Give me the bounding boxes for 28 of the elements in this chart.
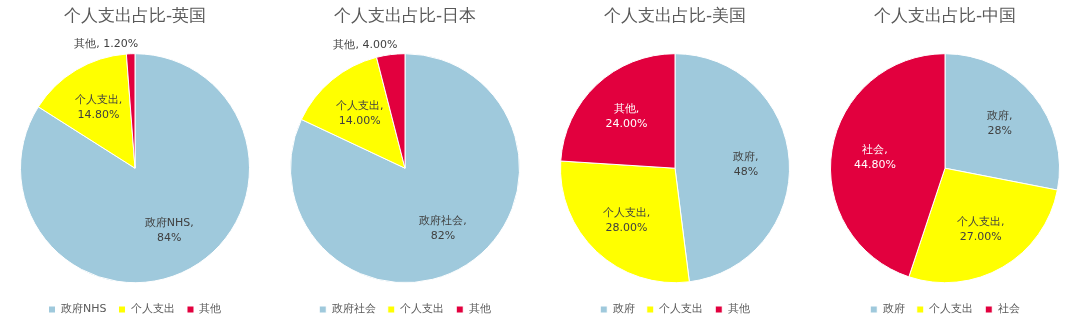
legend-label: 政府社会 <box>331 302 376 316</box>
legend-label: 个人支出 <box>929 302 974 316</box>
data-label: 社会, 44.80% <box>853 142 896 171</box>
data-label: 个人支出, 28.00% <box>602 205 651 234</box>
legend-label: 个人支出 <box>130 302 175 316</box>
chart-title: 个人支出占比-美国 <box>603 4 747 25</box>
data-label: 政府, 28% <box>987 108 1013 137</box>
data-label: 个人支出, 14.80% <box>74 93 123 122</box>
legend-label: 政府 <box>882 302 905 316</box>
legend-label: 其他 <box>468 302 491 316</box>
legend-label: 政府 <box>612 302 635 316</box>
legend-label: 其他 <box>199 302 222 316</box>
legend-label: 政府NHS <box>61 302 107 316</box>
legend-label: 其他 <box>727 302 750 316</box>
chart-title: 个人支出占比-中国 <box>873 4 1017 25</box>
data-label: 政府NHS, 84% <box>144 216 194 245</box>
data-label: 其他, 4.00% <box>333 37 398 51</box>
data-label: 政府, 48% <box>733 149 759 178</box>
legend-label: 个人支出 <box>659 302 704 316</box>
legend-label: 社会 <box>997 302 1020 316</box>
data-label: 其他, 1.20% <box>74 36 139 50</box>
data-label: 个人支出, 27.00% <box>957 215 1005 244</box>
data-label: 其他, 24.00% <box>605 102 648 131</box>
data-label: 政府社会, 82% <box>419 214 467 242</box>
chart-title: 个人支出占比-英国 <box>63 4 207 25</box>
data-label: 个人支出, 14.00% <box>336 99 384 128</box>
legend-label: 个人支出 <box>400 302 445 316</box>
chart-title: 个人支出占比-日本 <box>333 4 477 25</box>
